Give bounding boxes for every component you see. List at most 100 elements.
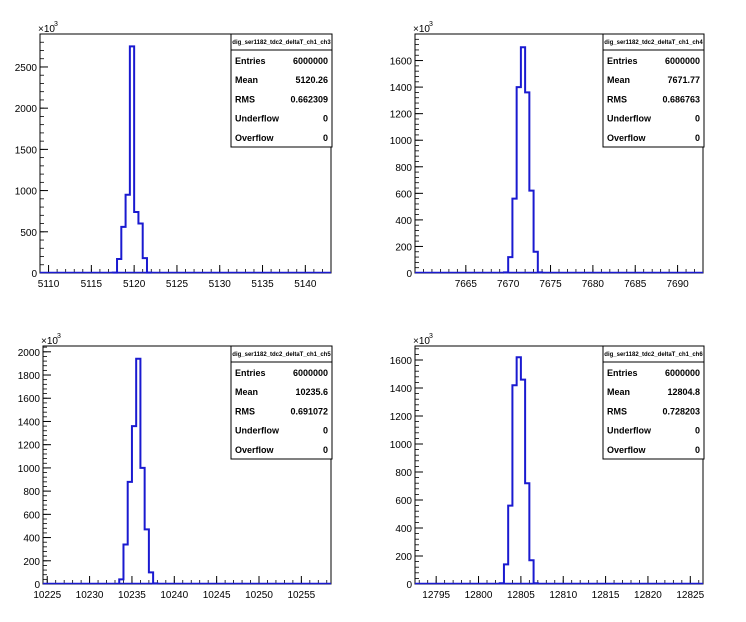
stats-label: RMS bbox=[235, 406, 255, 416]
stats-box bbox=[230, 345, 333, 460]
y-tick-label: 400 bbox=[395, 216, 412, 227]
y-tick-label: 400 bbox=[23, 534, 40, 545]
stats-label: Entries bbox=[607, 56, 638, 66]
y-tick-label: 1000 bbox=[390, 440, 413, 451]
histogram-bin bbox=[508, 506, 512, 584]
histogram-bin bbox=[534, 583, 538, 584]
x-tick-label: 7665 bbox=[455, 279, 478, 290]
histogram-bin bbox=[130, 46, 134, 273]
histogram-bin bbox=[143, 258, 147, 273]
histogram-bin bbox=[500, 583, 504, 584]
y-tick-label: 1000 bbox=[18, 464, 41, 475]
x-tick-label: 10225 bbox=[33, 590, 61, 601]
stats-value: 10235.6 bbox=[295, 387, 328, 397]
stats-value: 6000000 bbox=[293, 368, 328, 378]
x-tick-label: 12810 bbox=[549, 590, 577, 601]
stats-value: 0.691072 bbox=[290, 406, 328, 416]
x-tick-label: 10240 bbox=[160, 590, 188, 601]
x-tick-label: 10245 bbox=[203, 590, 231, 601]
x-tick-label: 5125 bbox=[166, 279, 189, 290]
stats-label: Underflow bbox=[607, 114, 652, 124]
histogram-panel: 0 500 1000 1500 2000 2500 5110 5115 5120 5125 5130… bbox=[15, 21, 333, 290]
stats-value: 0 bbox=[695, 114, 700, 124]
stats-label: Mean bbox=[235, 387, 258, 397]
x-tick-label: 7675 bbox=[539, 279, 562, 290]
stats-value: 0.686763 bbox=[662, 94, 700, 104]
stats-value: 12804.8 bbox=[667, 387, 700, 397]
y-multiplier-label: ×10 bbox=[413, 336, 430, 347]
y-tick-label: 2000 bbox=[15, 104, 38, 115]
stats-box bbox=[230, 33, 333, 148]
stats-label: Overflow bbox=[607, 133, 647, 143]
stats-value: 0.728203 bbox=[662, 406, 700, 416]
y-tick-label: 0 bbox=[406, 580, 412, 591]
stats-value: 6000000 bbox=[665, 368, 700, 378]
y-multiplier-label: ×10 bbox=[413, 24, 430, 35]
x-tick-label: 10255 bbox=[287, 590, 315, 601]
y-tick-label: 600 bbox=[395, 189, 412, 200]
histogram-bin bbox=[521, 380, 525, 584]
y-tick-label: 0 bbox=[406, 269, 412, 280]
histogram-bin bbox=[508, 257, 512, 273]
stats-title: dig_ser1182_tdc2_deltaT_ch1_ch4 bbox=[604, 40, 703, 46]
y-tick-label: 1800 bbox=[18, 371, 41, 382]
histogram-bin bbox=[512, 199, 516, 273]
stats-title: dig_ser1182_tdc2_deltaT_ch1_ch5 bbox=[232, 352, 331, 358]
stats-label: Mean bbox=[607, 387, 630, 397]
y-tick-label: 800 bbox=[23, 487, 40, 498]
histogram-bin bbox=[136, 359, 140, 584]
stats-label: RMS bbox=[607, 94, 627, 104]
histogram-line bbox=[118, 357, 159, 585]
stats-box bbox=[602, 33, 705, 148]
histogram-bin bbox=[123, 545, 127, 584]
x-tick-label: 12805 bbox=[507, 590, 535, 601]
x-tick-label: 5115 bbox=[81, 279, 103, 290]
stats-label: Overflow bbox=[607, 445, 647, 455]
stats-label: Mean bbox=[235, 75, 258, 85]
stats-value: 0.662309 bbox=[290, 94, 328, 104]
histogram-bin bbox=[529, 191, 533, 273]
y-tick-label: 2500 bbox=[15, 63, 38, 74]
y-tick-label: 1000 bbox=[390, 136, 413, 147]
histogram-bin bbox=[534, 252, 538, 273]
stats-label: Underflow bbox=[607, 426, 652, 436]
histogram-line bbox=[498, 356, 539, 585]
stats-label: Entries bbox=[607, 368, 638, 378]
x-tick-label: 10250 bbox=[245, 590, 273, 601]
y-tick-label: 1400 bbox=[390, 83, 413, 94]
histogram-bin bbox=[517, 357, 521, 584]
y-tick-label: 800 bbox=[395, 468, 412, 479]
stats-label: Underflow bbox=[235, 114, 280, 124]
y-tick-label: 400 bbox=[395, 524, 412, 535]
stats-value: 0 bbox=[695, 445, 700, 455]
stats-value: 5120.26 bbox=[295, 75, 328, 85]
x-tick-label: 12800 bbox=[465, 590, 493, 601]
y-tick-label: 1000 bbox=[15, 187, 38, 198]
y-tick-label: 500 bbox=[20, 228, 37, 239]
stats-label: Entries bbox=[235, 368, 266, 378]
x-tick-label: 5110 bbox=[38, 279, 60, 290]
y-tick-label: 200 bbox=[395, 552, 412, 563]
y-tick-label: 200 bbox=[23, 557, 40, 568]
histogram-bin bbox=[525, 92, 529, 273]
stats-label: Overflow bbox=[235, 133, 275, 143]
histogram-line bbox=[502, 46, 544, 274]
x-tick-label: 7680 bbox=[582, 279, 605, 290]
stats-box bbox=[602, 345, 705, 460]
y-tick-label: 200 bbox=[395, 242, 412, 253]
x-tick-label: 10230 bbox=[76, 590, 104, 601]
y-tick-label: 1600 bbox=[390, 57, 413, 68]
stats-title: dig_ser1182_tdc2_deltaT_ch1_ch6 bbox=[604, 352, 703, 358]
x-tick-label: 12820 bbox=[634, 590, 662, 601]
y-tick-label: 1600 bbox=[18, 394, 41, 405]
histogram-bin bbox=[504, 272, 508, 273]
x-tick-label: 7670 bbox=[497, 279, 520, 290]
stats-value: 7671.77 bbox=[667, 75, 700, 85]
x-tick-label: 12795 bbox=[422, 590, 450, 601]
stats-label: Underflow bbox=[235, 426, 280, 436]
histogram-bin bbox=[521, 47, 525, 273]
y-tick-label: 800 bbox=[395, 163, 412, 174]
y-multiplier-exponent: 3 bbox=[429, 21, 433, 28]
x-tick-label: 12815 bbox=[592, 590, 620, 601]
